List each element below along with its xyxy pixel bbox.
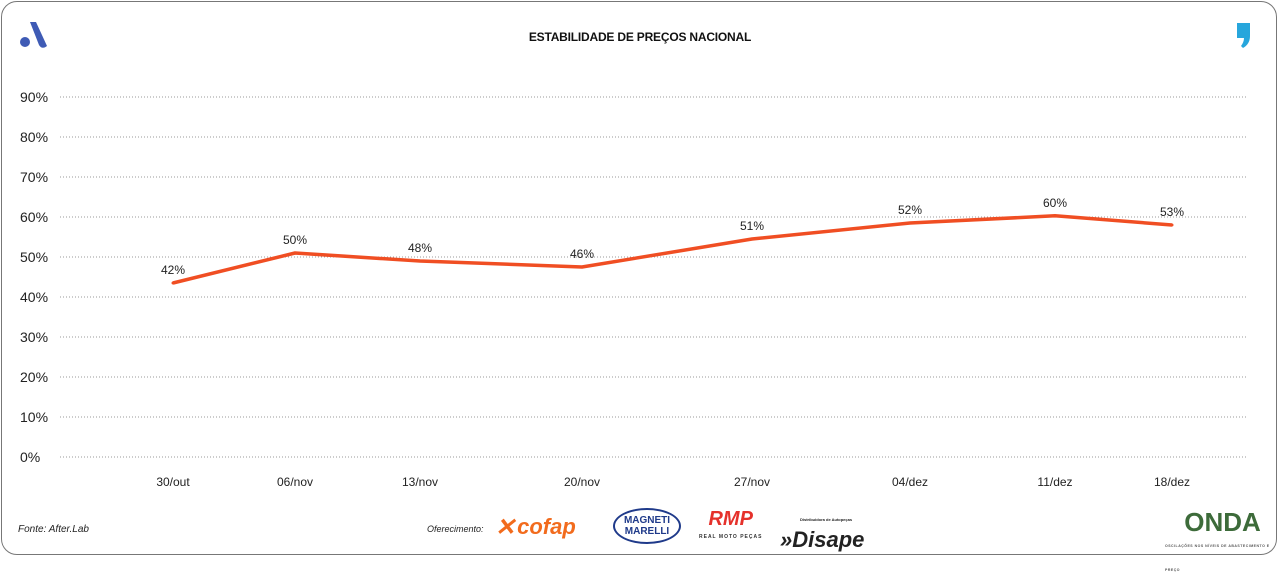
cofap-text: cofap: [517, 514, 576, 539]
data-label: 42%: [161, 263, 185, 277]
x-tick-label: 20/nov: [564, 475, 600, 489]
rmp-logo: RMP REAL MOTO PEÇAS: [699, 508, 763, 544]
onda-logo: ONDA OSCILAÇÕES NOS NÍVEIS DE ABASTECIMEN…: [1165, 507, 1280, 572]
data-point: [908, 221, 912, 225]
series-line: [172, 214, 1173, 285]
x-tick-label: 06/nov: [277, 475, 313, 489]
y-tick-label: 10%: [20, 409, 48, 425]
disape-tagline: Distribuidora de Autopeças: [800, 517, 853, 522]
disape-logo: Distribuidora de Autopeças »Disape: [780, 510, 864, 551]
x-tick-label: 13/nov: [402, 475, 438, 489]
y-tick-label: 20%: [20, 369, 48, 385]
data-label: 52%: [898, 203, 922, 217]
y-tick-label: 30%: [20, 329, 48, 345]
y-tick-label: 40%: [20, 289, 48, 305]
data-label: 51%: [740, 219, 764, 233]
source-note: Fonte: After.Lab: [18, 524, 89, 535]
data-label: 53%: [1160, 205, 1184, 219]
x-tick-label: 04/dez: [892, 475, 928, 489]
rmp-text: RMP: [708, 508, 753, 530]
data-point: [418, 259, 422, 263]
y-tick-label: 50%: [20, 249, 48, 265]
x-tick-label: 30/out: [156, 475, 190, 489]
chart-title: ESTABILIDADE DE PREÇOS NACIONAL: [528, 30, 752, 44]
x-tick-label: 27/nov: [734, 475, 770, 489]
data-point: [1170, 223, 1174, 227]
y-tick-label: 70%: [20, 169, 48, 185]
rmp-tagline: REAL MOTO PEÇAS: [699, 534, 763, 540]
data-label: 50%: [283, 233, 307, 247]
y-tick-label: 60%: [20, 209, 48, 225]
data-point: [293, 251, 297, 255]
data-label: 48%: [408, 241, 432, 255]
y-tick-label: 80%: [20, 129, 48, 145]
data-point: [171, 281, 175, 285]
data-point: [580, 265, 584, 269]
marelli-text: MARELLI: [624, 526, 670, 537]
y-tick-label: 90%: [20, 89, 48, 105]
data-point: [750, 237, 754, 241]
disape-text: »Disape: [780, 527, 865, 552]
sponsor-label: Oferecimento:: [427, 524, 484, 534]
x-tick-label: 18/dez: [1154, 475, 1190, 489]
y-tick-label: 0%: [20, 449, 40, 465]
comma-logo-icon: [1237, 23, 1250, 48]
magneti-marelli-logo: MAGNETI MARELLI: [613, 508, 681, 544]
data-point: [1053, 214, 1057, 218]
after-lab-logo-icon: [20, 22, 47, 48]
data-label: 46%: [570, 247, 594, 261]
onda-tagline: OSCILAÇÕES NOS NÍVEIS DE ABASTECIMENTO E…: [1165, 544, 1270, 572]
cofap-logo: ✕ cofap: [495, 510, 576, 544]
data-label: 60%: [1043, 196, 1067, 210]
line-chart: 0% 10% 20% 30% 40% 50% 60% 70% 80% 90% 30/out 06/no…: [20, 89, 1246, 489]
chart-frame: [1, 1, 1277, 555]
onda-text: ONDA: [1184, 507, 1261, 537]
magneti-text: MAGNETI: [623, 515, 671, 526]
cofap-x-icon: ✕: [495, 513, 516, 541]
x-tick-label: 11/dez: [1037, 475, 1072, 489]
